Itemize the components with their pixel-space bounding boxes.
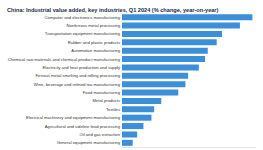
svg-text:Ferrous metal smelting and rol: Ferrous metal smelting and rolling proce… (36, 73, 121, 78)
svg-text:Textiles: Textiles (106, 107, 120, 112)
svg-text:China: Industrial value added,: China: Industrial value added, key indus… (7, 7, 219, 13)
svg-text:Rubber and plastic products: Rubber and plastic products (68, 40, 120, 45)
svg-text:Automotive manufacturing: Automotive manufacturing (71, 48, 120, 53)
svg-text:Computer and electronics manuf: Computer and electronics manufacturing (45, 15, 121, 20)
svg-text:Nonferrous metal processing: Nonferrous metal processing (66, 23, 120, 28)
svg-text:Wine, beverage and refined tea: Wine, beverage and refined tea manufactu… (34, 82, 121, 87)
svg-text:Agricultural and sideline food: Agricultural and sideline food processin… (45, 124, 121, 129)
svg-text:Electricity and heat productio: Electricity and heat production and supp… (42, 65, 120, 70)
svg-text:Metal products: Metal products (93, 98, 120, 103)
svg-text:Chemical raw materials and che: Chemical raw materials and chemical prod… (8, 57, 121, 62)
svg-text:Transportation equipment manuf: Transportation equipment manufacturing (45, 31, 121, 36)
svg-text:General equipment manufacturin: General equipment manufacturing (57, 140, 121, 145)
svg-text:Electrical machinery and equip: Electrical machinery and equipment manuf… (26, 115, 121, 120)
svg-text:Oil and gas extraction: Oil and gas extraction (79, 132, 120, 137)
svg-text:Food manufacturing: Food manufacturing (83, 90, 121, 95)
